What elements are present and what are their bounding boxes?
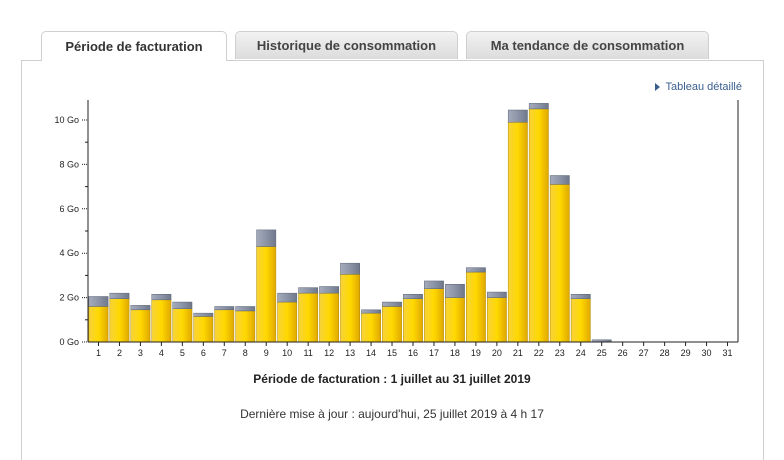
last-update-text: Dernière mise à jour : aujourd'hui, 25 j… bbox=[240, 407, 544, 421]
bar-main[interactable] bbox=[172, 308, 193, 343]
x-axis: 1 2 3 4 5 6 7 8 9 10 11 12 13 14 15 16 17 18 19 20 21 22 23 24 2… bbox=[88, 341, 738, 358]
bar-top[interactable] bbox=[130, 305, 151, 311]
bar-top[interactable] bbox=[528, 103, 549, 110]
bar-top[interactable] bbox=[466, 267, 486, 273]
tab-bar: Période de facturation Historique de con… bbox=[0, 0, 784, 62]
bar-top[interactable] bbox=[214, 306, 235, 311]
bar-top[interactable] bbox=[298, 287, 319, 294]
bar-top[interactable] bbox=[277, 292, 298, 303]
bar-main[interactable] bbox=[528, 108, 549, 343]
triangle-right-icon bbox=[654, 83, 660, 91]
bar-main[interactable] bbox=[88, 306, 109, 343]
bar-main[interactable] bbox=[486, 297, 507, 343]
x-tick-label: 1 bbox=[96, 348, 101, 358]
x-tick-label: 10 bbox=[282, 348, 292, 358]
bar-main[interactable] bbox=[424, 288, 444, 343]
x-tick-label: 17 bbox=[429, 348, 439, 358]
x-tick-label: 30 bbox=[702, 348, 712, 358]
x-tick-label: 5 bbox=[180, 348, 185, 358]
y-tick-label: 6 Go bbox=[59, 204, 79, 214]
bar-main[interactable] bbox=[445, 297, 465, 343]
tab-consumption-trend[interactable]: Ma tendance de consommation bbox=[466, 31, 709, 59]
bar-top[interactable] bbox=[256, 229, 277, 247]
x-tick-label: 20 bbox=[492, 348, 502, 358]
y-tick-label: 0 Go bbox=[59, 337, 79, 347]
bar-main[interactable] bbox=[507, 121, 528, 343]
bar-main[interactable] bbox=[235, 310, 256, 343]
bar-top[interactable] bbox=[403, 294, 423, 299]
bar-main[interactable] bbox=[130, 309, 151, 343]
x-tick-label: 26 bbox=[618, 348, 628, 358]
y-tick-label: 2 Go bbox=[59, 293, 79, 303]
bar-main[interactable] bbox=[549, 184, 570, 343]
x-tick-label: 24 bbox=[576, 348, 586, 358]
y-tick-label: 10 Go bbox=[54, 115, 79, 125]
y-tick-label: 8 Go bbox=[59, 159, 79, 169]
x-tick-label: 18 bbox=[450, 348, 460, 358]
bar-top[interactable] bbox=[424, 280, 444, 289]
x-tick-label: 9 bbox=[264, 348, 269, 358]
tab-billing-period[interactable]: Période de facturation bbox=[41, 31, 227, 61]
bar-top[interactable] bbox=[151, 294, 172, 301]
bar-top[interactable] bbox=[319, 286, 340, 294]
x-tick-label: 29 bbox=[681, 348, 691, 358]
billing-period-caption: Période de facturation : 1 juillet au 31… bbox=[253, 372, 531, 386]
bar-top[interactable] bbox=[340, 262, 360, 275]
tab-panel bbox=[21, 60, 764, 460]
detail-table-link-label: Tableau détaillé bbox=[665, 81, 742, 93]
x-tick-label: 16 bbox=[408, 348, 418, 358]
x-tick-label: 3 bbox=[138, 348, 143, 358]
bar-main[interactable] bbox=[109, 298, 130, 343]
bars-group bbox=[88, 103, 612, 343]
detail-table-link[interactable]: Tableau détaillé bbox=[654, 81, 742, 93]
bar-top[interactable] bbox=[382, 301, 402, 307]
x-tick-label: 21 bbox=[513, 348, 523, 358]
x-tick-label: 28 bbox=[660, 348, 670, 358]
bar-top[interactable] bbox=[193, 312, 214, 317]
bar-main[interactable] bbox=[319, 292, 340, 343]
bar-main[interactable] bbox=[361, 312, 381, 343]
x-tick-label: 4 bbox=[159, 348, 164, 358]
y-axis: 0 Go 2 Go 4 Go 6 Go 8 Go 10 Go bbox=[54, 100, 739, 347]
x-tick-label: 31 bbox=[723, 348, 733, 358]
bar-top[interactable] bbox=[570, 294, 591, 299]
bar-main[interactable] bbox=[382, 306, 402, 343]
y-tick-label: 4 Go bbox=[59, 248, 79, 258]
x-tick-label: 25 bbox=[597, 348, 607, 358]
bar-main[interactable] bbox=[298, 292, 319, 343]
bar-main[interactable] bbox=[277, 301, 298, 343]
bar-top[interactable] bbox=[486, 291, 507, 298]
bar-top[interactable] bbox=[445, 284, 465, 298]
x-tick-label: 2 bbox=[117, 348, 122, 358]
x-tick-label: 19 bbox=[471, 348, 481, 358]
x-tick-label: 13 bbox=[345, 348, 355, 358]
bar-top[interactable] bbox=[88, 296, 109, 307]
bar-main[interactable] bbox=[151, 299, 172, 343]
bar-main[interactable] bbox=[214, 309, 235, 343]
bar-main[interactable] bbox=[570, 298, 591, 343]
tab-consumption-history[interactable]: Historique de consommation bbox=[235, 31, 458, 59]
bar-top[interactable] bbox=[109, 292, 130, 299]
x-tick-label: 22 bbox=[534, 348, 544, 358]
x-tick-label: 14 bbox=[366, 348, 376, 358]
bar-main[interactable] bbox=[466, 271, 486, 343]
bar-top[interactable] bbox=[549, 175, 570, 185]
bar-main[interactable] bbox=[403, 298, 423, 343]
x-tick-label: 27 bbox=[639, 348, 649, 358]
x-tick-label: 23 bbox=[555, 348, 565, 358]
bar-main[interactable] bbox=[256, 246, 277, 343]
x-tick-label: 11 bbox=[303, 348, 312, 358]
x-tick-label: 7 bbox=[222, 348, 227, 358]
bar-main[interactable] bbox=[193, 316, 214, 343]
bar-top[interactable] bbox=[361, 309, 381, 314]
bar-top[interactable] bbox=[507, 109, 528, 123]
x-tick-label: 12 bbox=[324, 348, 334, 358]
x-tick-label: 8 bbox=[243, 348, 248, 358]
x-tick-label: 15 bbox=[387, 348, 397, 358]
bar-top[interactable] bbox=[235, 306, 256, 312]
bar-top[interactable] bbox=[172, 301, 193, 309]
bar-main[interactable] bbox=[340, 274, 360, 343]
x-tick-label: 6 bbox=[201, 348, 206, 358]
